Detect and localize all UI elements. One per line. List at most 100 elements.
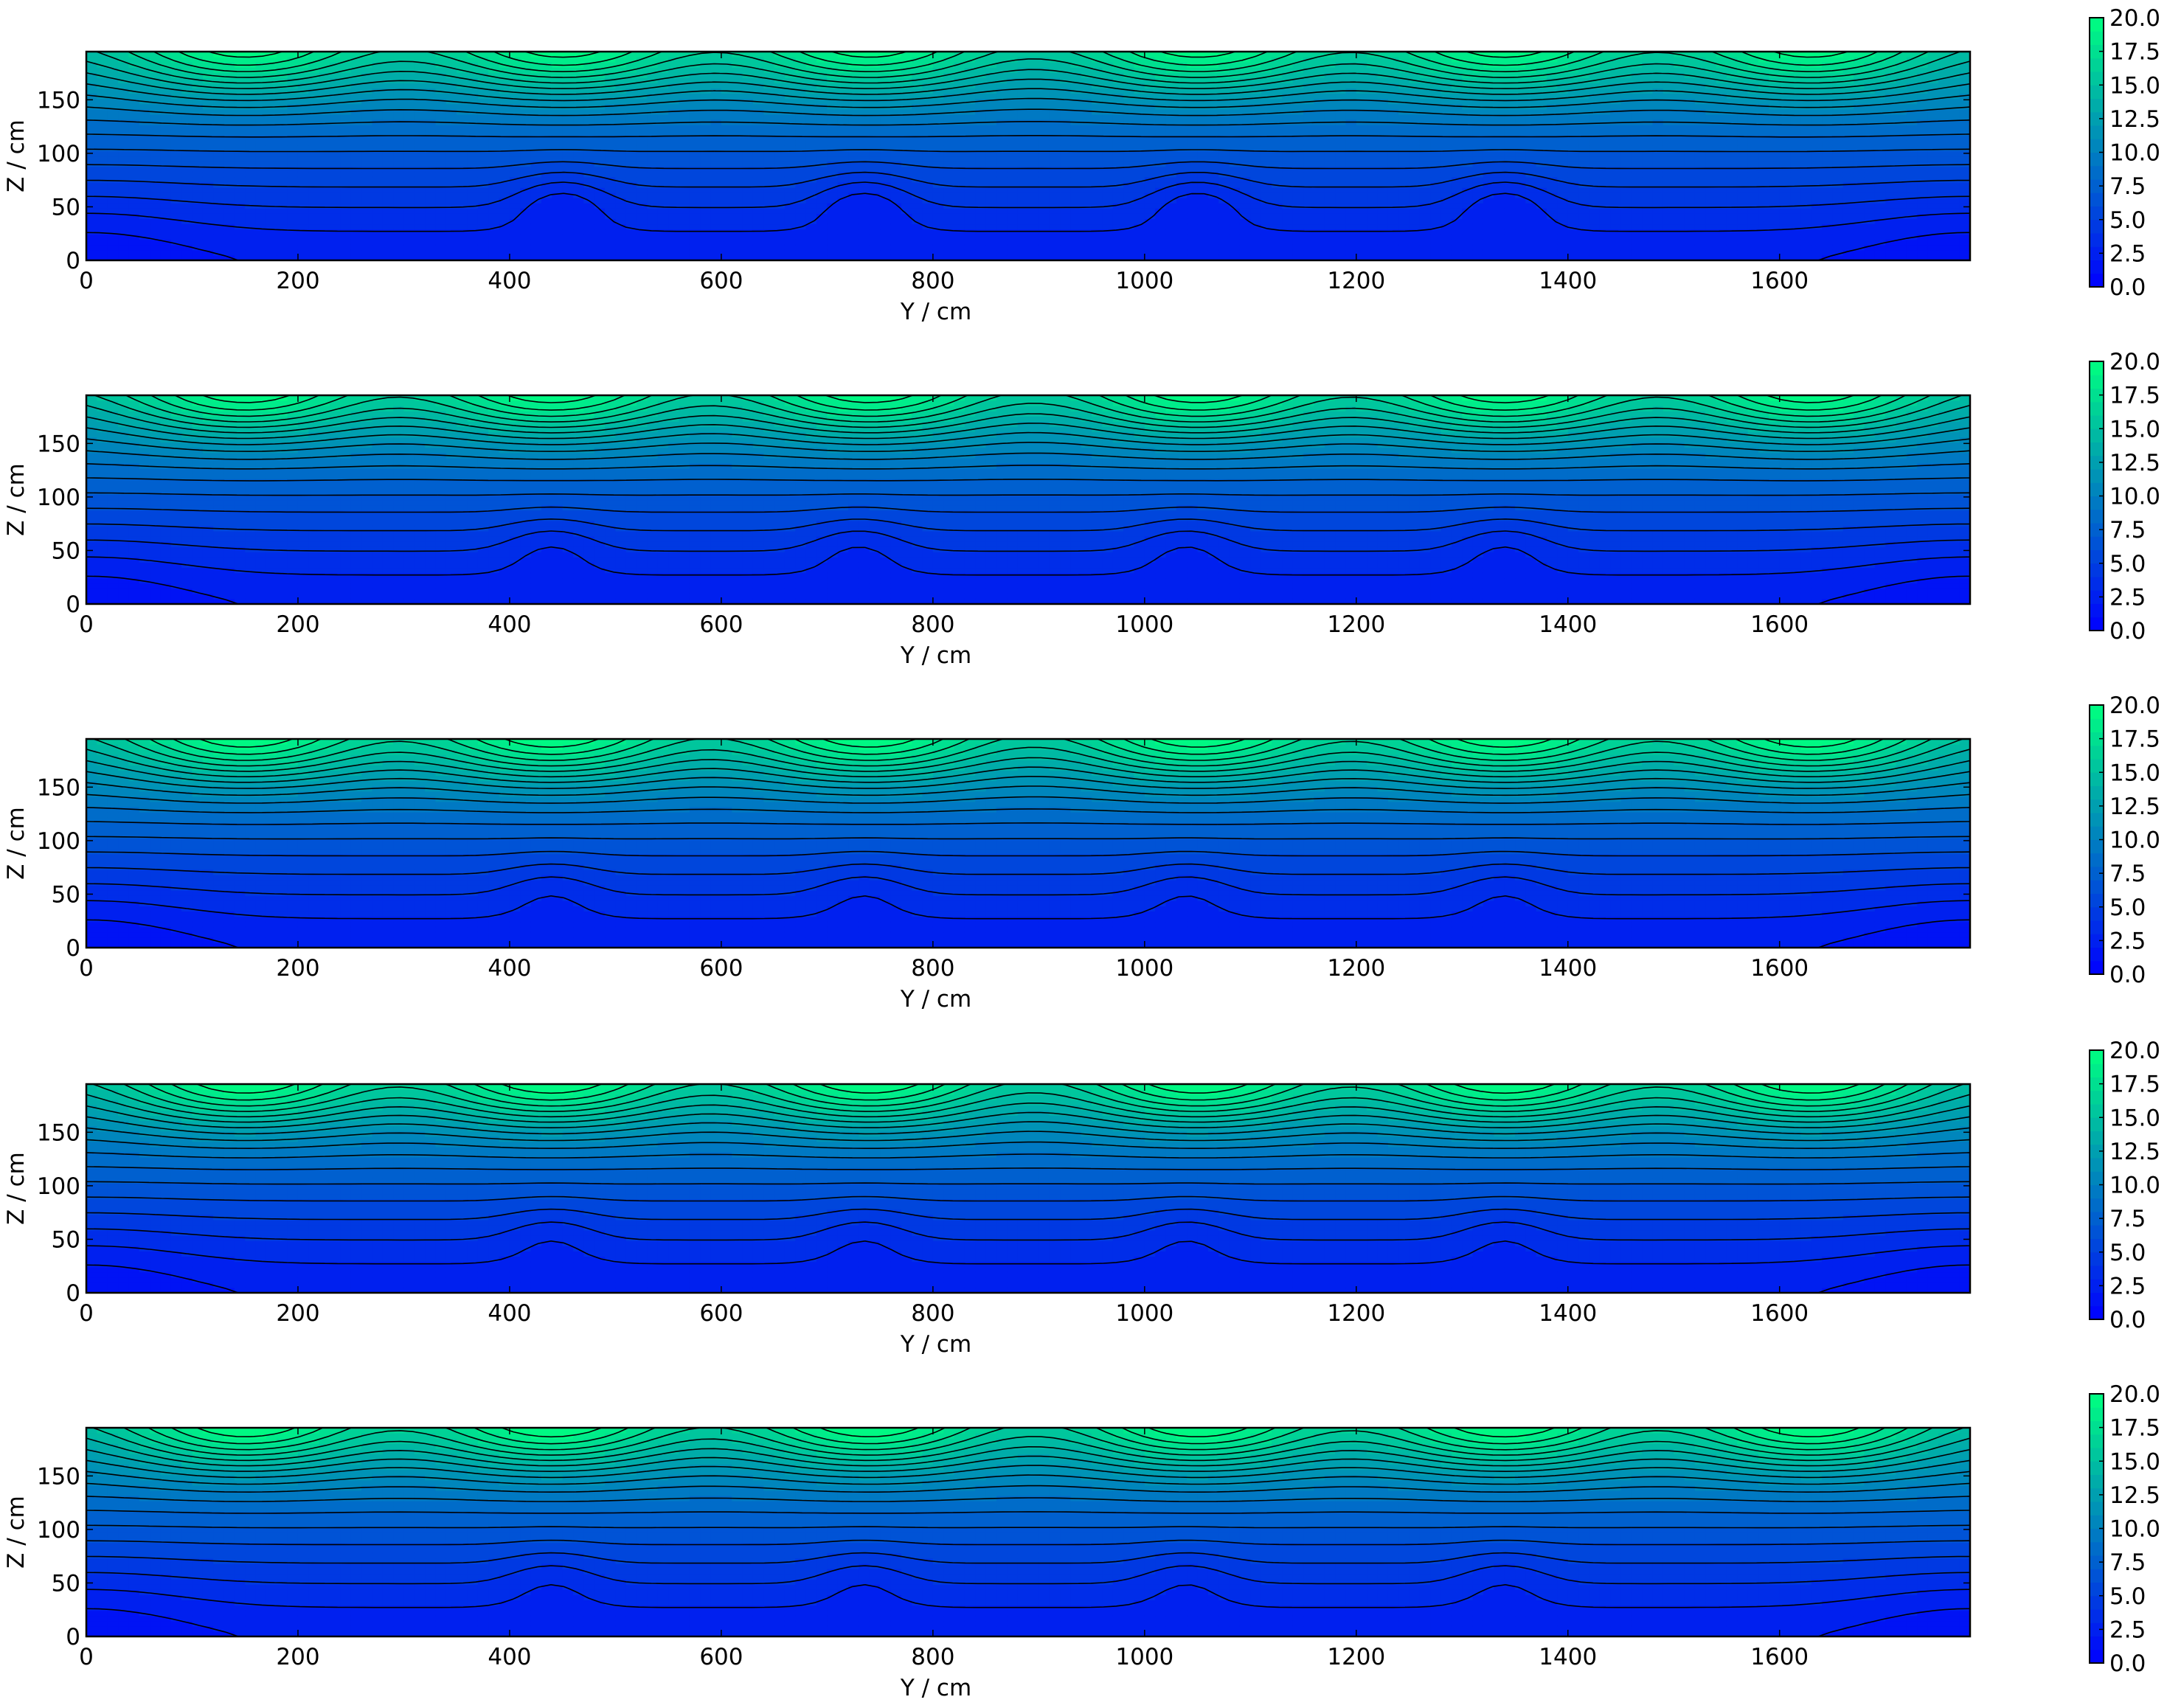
- contour-cell: [520, 156, 532, 162]
- contour-cell: [1261, 125, 1272, 131]
- contour-cell: [1261, 77, 1272, 84]
- contour-cell: [1081, 140, 1092, 146]
- contour-cell: [1261, 150, 1272, 157]
- contour-cell: [160, 125, 172, 131]
- contour-cell: [1229, 229, 1241, 235]
- contour-cell: [1218, 187, 1230, 193]
- contour-cell: [297, 181, 309, 188]
- contour-cell: [118, 83, 129, 89]
- contour-cell: [943, 130, 955, 136]
- contour-cell: [890, 166, 902, 173]
- contour-cell: [223, 229, 235, 235]
- contour-cell: [499, 98, 510, 105]
- contour-cell: [1239, 249, 1251, 256]
- contour-cell: [414, 114, 426, 120]
- contour-cell: [488, 77, 500, 84]
- contour-cell: [139, 77, 150, 84]
- contour-cell: [1387, 203, 1399, 209]
- contour-cell: [1398, 171, 1410, 178]
- contour-cell: [1250, 145, 1262, 152]
- contour-cell: [150, 187, 162, 193]
- contour-cell: [361, 145, 373, 152]
- contour-cell: [181, 135, 193, 141]
- contour-cell: [625, 176, 637, 183]
- contour-cell: [1282, 203, 1294, 209]
- contour-cell: [160, 176, 172, 183]
- contour-cell: [181, 103, 193, 110]
- contour-cell: [1028, 98, 1039, 105]
- contour-cell: [234, 166, 246, 173]
- contour-cell: [615, 135, 627, 141]
- contour-cell: [1092, 187, 1103, 193]
- contour-cell: [202, 223, 214, 230]
- contour-cell: [679, 166, 690, 173]
- contour-cell: [795, 103, 807, 110]
- contour-cell: [1007, 62, 1019, 68]
- contour-cell: [1112, 229, 1124, 235]
- contour-cell: [625, 234, 637, 240]
- contour-cell: [1207, 83, 1219, 89]
- contour-cell: [752, 140, 764, 146]
- contour-cell: [1049, 103, 1061, 110]
- contour-cell: [457, 161, 468, 167]
- contour-cell: [1060, 254, 1071, 260]
- contour-cell: [223, 93, 235, 100]
- contour-cell: [541, 103, 552, 110]
- contour-cell: [1102, 192, 1114, 198]
- contour-cell: [890, 135, 902, 141]
- contour-cell: [350, 198, 362, 204]
- contour-cell: [213, 108, 225, 115]
- contour-cell: [520, 130, 532, 136]
- contour-cell: [393, 239, 405, 246]
- contour-cell: [520, 67, 532, 73]
- contour-cell: [118, 93, 129, 100]
- contour-cell: [637, 203, 648, 209]
- contour-cell: [869, 77, 881, 84]
- contour-cell: [1218, 156, 1230, 162]
- contour-cell: [245, 192, 257, 198]
- contour-cell: [414, 88, 426, 94]
- contour-cell: [1144, 62, 1156, 68]
- contour-cell: [932, 103, 944, 110]
- contour-cell: [605, 239, 617, 246]
- contour-cell: [1144, 192, 1156, 198]
- contour-cell: [774, 171, 786, 178]
- contour-cell: [859, 88, 870, 94]
- contour-cell: [128, 218, 140, 225]
- contour-cell: [414, 244, 426, 251]
- contour-cell: [795, 145, 807, 152]
- contour-cell: [763, 130, 775, 136]
- contour-cell: [1081, 161, 1092, 167]
- contour-cell: [901, 254, 912, 260]
- contour-cell: [583, 208, 595, 214]
- contour-cell: [1250, 249, 1262, 256]
- contour-cell: [763, 176, 775, 183]
- contour-cell: [1176, 57, 1187, 63]
- contour-cell: [1335, 166, 1347, 173]
- contour-cell: [795, 249, 807, 256]
- contour-cell: [1092, 244, 1103, 251]
- contour-cell: [213, 244, 225, 251]
- contour-cell: [625, 83, 637, 89]
- contour-cell: [1324, 161, 1336, 167]
- contour-cell: [414, 108, 426, 115]
- contour-cell: [1207, 198, 1219, 204]
- contour-cell: [1092, 176, 1103, 183]
- contour-cell: [774, 254, 786, 260]
- contour-cell: [700, 198, 712, 204]
- contour-cell: [1218, 239, 1230, 246]
- contour-cell: [350, 108, 362, 115]
- contour-cell: [361, 203, 373, 209]
- contour-cell: [1218, 254, 1230, 260]
- contour-cell: [795, 171, 807, 178]
- contour-cell: [170, 145, 182, 152]
- contour-cell: [583, 93, 595, 100]
- contour-cell: [668, 145, 680, 152]
- contour-cell: [403, 57, 415, 63]
- contour-cell: [1367, 166, 1379, 173]
- contour-cell: [562, 192, 574, 198]
- contour-cell: [1187, 244, 1199, 251]
- contour-cell: [1218, 145, 1230, 152]
- contour-cell: [1377, 171, 1389, 178]
- contour-cell: [615, 166, 627, 173]
